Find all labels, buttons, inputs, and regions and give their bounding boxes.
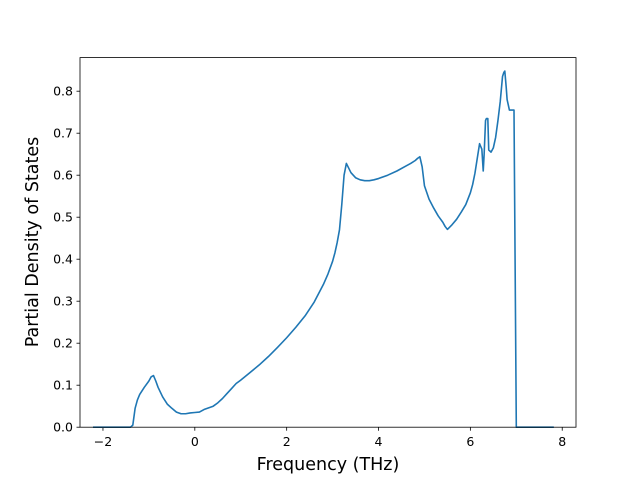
- x-axis-ticks: −2 0 2 4 6 8: [94, 427, 566, 449]
- plot-frame: [79, 57, 577, 428]
- x-tick-label: 2: [283, 434, 291, 449]
- x-tick-label: 6: [466, 434, 474, 449]
- x-tick-label: 8: [558, 434, 566, 449]
- x-axis-label: Frequency (THz): [257, 455, 400, 475]
- x-tick-label: 4: [375, 434, 383, 449]
- y-tick-label: 0.0: [53, 420, 73, 435]
- x-tick-label: −2: [94, 434, 112, 449]
- x-tick-label: 0: [191, 434, 199, 449]
- y-tick-label: 0.2: [53, 336, 73, 351]
- y-tick-label: 0.6: [53, 168, 73, 183]
- y-tick-label: 0.8: [53, 84, 73, 99]
- pdos-series-line: [92, 70, 554, 428]
- y-tick-label: 0.7: [53, 126, 73, 141]
- y-tick-label: 0.5: [53, 210, 73, 225]
- y-tick-label: 0.4: [53, 252, 73, 267]
- y-tick-label: 0.3: [53, 294, 73, 309]
- y-axis-ticks: 0.0 0.1 0.2 0.3 0.4 0.5 0.6 0.7 0.8: [53, 84, 80, 435]
- y-axis-label: Partial Density of States: [23, 137, 43, 348]
- y-tick-label: 0.1: [53, 378, 73, 393]
